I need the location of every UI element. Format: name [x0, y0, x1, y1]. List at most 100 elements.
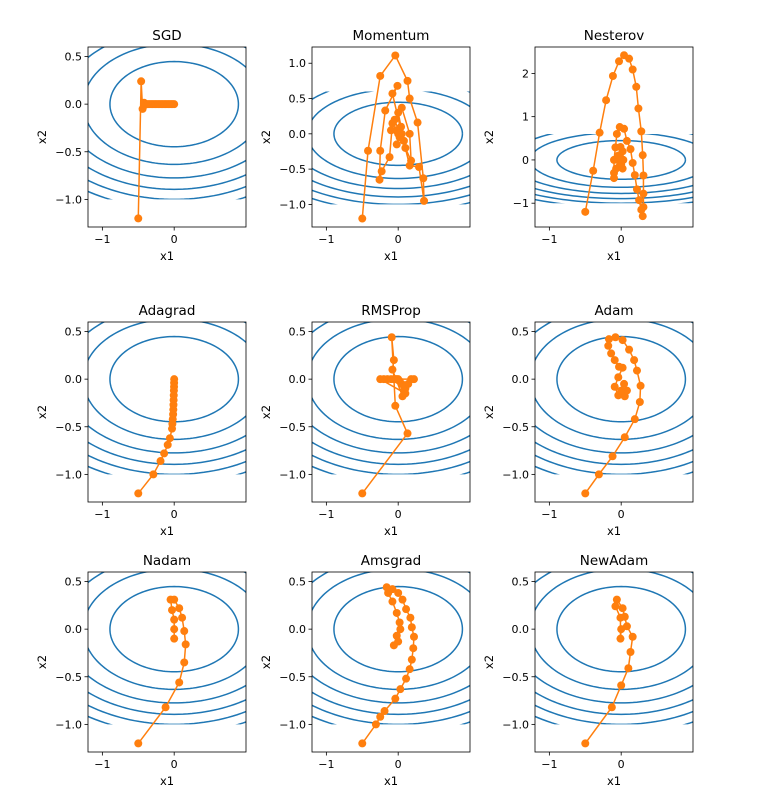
trajectory-point — [607, 703, 616, 712]
contour-level-0.8 — [312, 441, 470, 466]
trajectory-point — [389, 356, 398, 365]
contour-level-0.6 — [88, 572, 246, 704]
trajectory-line — [361, 54, 425, 219]
x-axis-label: x1 — [160, 249, 174, 263]
trajectory-point — [178, 613, 187, 622]
contour-level-0.2 — [556, 335, 687, 423]
trajectory-point — [612, 129, 621, 138]
trajectory-point — [628, 632, 637, 641]
trajectory-point — [394, 108, 403, 117]
x-axis-label: x1 — [160, 524, 174, 538]
trajectory-point — [358, 214, 367, 223]
trajectory-point — [626, 648, 635, 656]
x-axis-label: x1 — [384, 524, 398, 538]
trajectory — [358, 333, 418, 498]
trajectory-point — [419, 174, 428, 183]
trajectory-point — [635, 398, 644, 406]
contour-level-0.4 — [88, 572, 246, 691]
trajectory-point — [625, 345, 634, 354]
trajectory-point — [622, 386, 631, 395]
trajectory-point — [624, 664, 633, 673]
trajectory-point — [388, 89, 397, 98]
y-tick-label: −1.0 — [55, 718, 82, 731]
trajectory — [134, 77, 179, 223]
y-tick-label: −1.0 — [279, 468, 306, 481]
trajectory-point — [405, 94, 414, 103]
y-tick-label: −0.5 — [279, 163, 306, 176]
y-tick-label: 0.0 — [65, 623, 83, 636]
y-tick-label: 0.5 — [65, 576, 83, 589]
trajectory-point — [175, 604, 184, 613]
trajectory — [581, 333, 645, 498]
contour-lines — [535, 322, 693, 475]
trajectory-point — [392, 140, 401, 149]
subplot-title: NewAdam — [580, 553, 648, 569]
y-tick-label: 0.5 — [512, 326, 530, 339]
trajectory-point — [612, 595, 621, 604]
subplot-newadam: −1 0 0.5 0.0 −0.5 −1.0 NewAdam x1 x2 — [482, 553, 694, 788]
trajectory-point — [402, 605, 411, 614]
y-tick-label: 0.5 — [289, 576, 307, 589]
y-axis-label: x2 — [482, 130, 496, 144]
trajectory-point — [403, 429, 412, 438]
y-tick-label: −0.5 — [55, 671, 82, 684]
y-axis-label: x2 — [482, 655, 496, 669]
contour-level-0.2 — [109, 60, 240, 148]
trajectory-point — [396, 685, 405, 694]
trajectory-point — [581, 207, 590, 216]
axes-frame — [534, 571, 694, 753]
trajectory-point — [180, 658, 189, 667]
y-axis-label: x2 — [259, 130, 273, 144]
axes-frame — [87, 571, 247, 753]
y-tick-label: 0.0 — [65, 98, 83, 111]
x-tick-label: 0 — [171, 758, 178, 771]
trajectory-point — [615, 123, 624, 132]
x-tick-label: 0 — [395, 233, 402, 246]
trajectory-point — [165, 434, 174, 443]
trajectory-point — [639, 189, 648, 198]
y-tick-label: 0.5 — [65, 51, 83, 64]
x-tick-label: 0 — [395, 758, 402, 771]
trajectory-point — [617, 155, 626, 164]
y-tick-label: 1.0 — [289, 57, 307, 70]
y-tick-label: −1.0 — [279, 718, 306, 731]
x-tick-label: −1 — [94, 233, 110, 246]
trajectory-point — [407, 156, 416, 165]
contour-level-0.2 — [556, 139, 687, 181]
trajectory-point — [630, 356, 639, 365]
contour-level-0.2 — [109, 585, 240, 673]
trajectory-point — [358, 739, 367, 748]
x-axis-label: x1 — [607, 774, 621, 788]
contour-lines — [312, 572, 470, 725]
trajectory-point — [618, 147, 627, 156]
trajectory-point — [617, 625, 626, 634]
subplot-title: SGD — [152, 28, 181, 44]
trajectory-point — [617, 681, 626, 690]
subplot-momentum: −1 0 1.0 0.5 0.0 −0.5 −1.0 Momentum x1 x2 — [259, 28, 471, 263]
trajectory-point — [381, 106, 390, 115]
trajectory-point — [634, 104, 643, 113]
x-axis-label: x1 — [160, 774, 174, 788]
trajectory-point — [616, 634, 625, 643]
subplot-title: Adagrad — [139, 303, 196, 319]
trajectory-point — [420, 196, 429, 205]
contour-lines — [535, 133, 693, 204]
trajectory-point — [608, 71, 617, 80]
subplot-sgd: −1 0 0.5 0.0 −0.5 −1.0 SGD x1 x2 — [35, 28, 247, 263]
trajectory-point — [385, 153, 394, 162]
trajectory-point — [401, 143, 410, 152]
trajectory-point — [602, 96, 611, 105]
x-tick-label: 0 — [618, 508, 625, 521]
trajectory-point — [403, 76, 412, 85]
trajectory-point — [618, 363, 627, 372]
y-tick-label: −1.0 — [502, 468, 529, 481]
x-tick-label: 0 — [395, 508, 402, 521]
y-tick-label: −0.5 — [279, 421, 306, 434]
trajectory-point — [156, 457, 165, 466]
trajectory-point — [134, 489, 143, 498]
y-tick-label: −0.5 — [55, 421, 82, 434]
trajectory-point — [392, 608, 401, 617]
contour-lines — [312, 91, 470, 205]
trajectory-point — [626, 145, 635, 154]
